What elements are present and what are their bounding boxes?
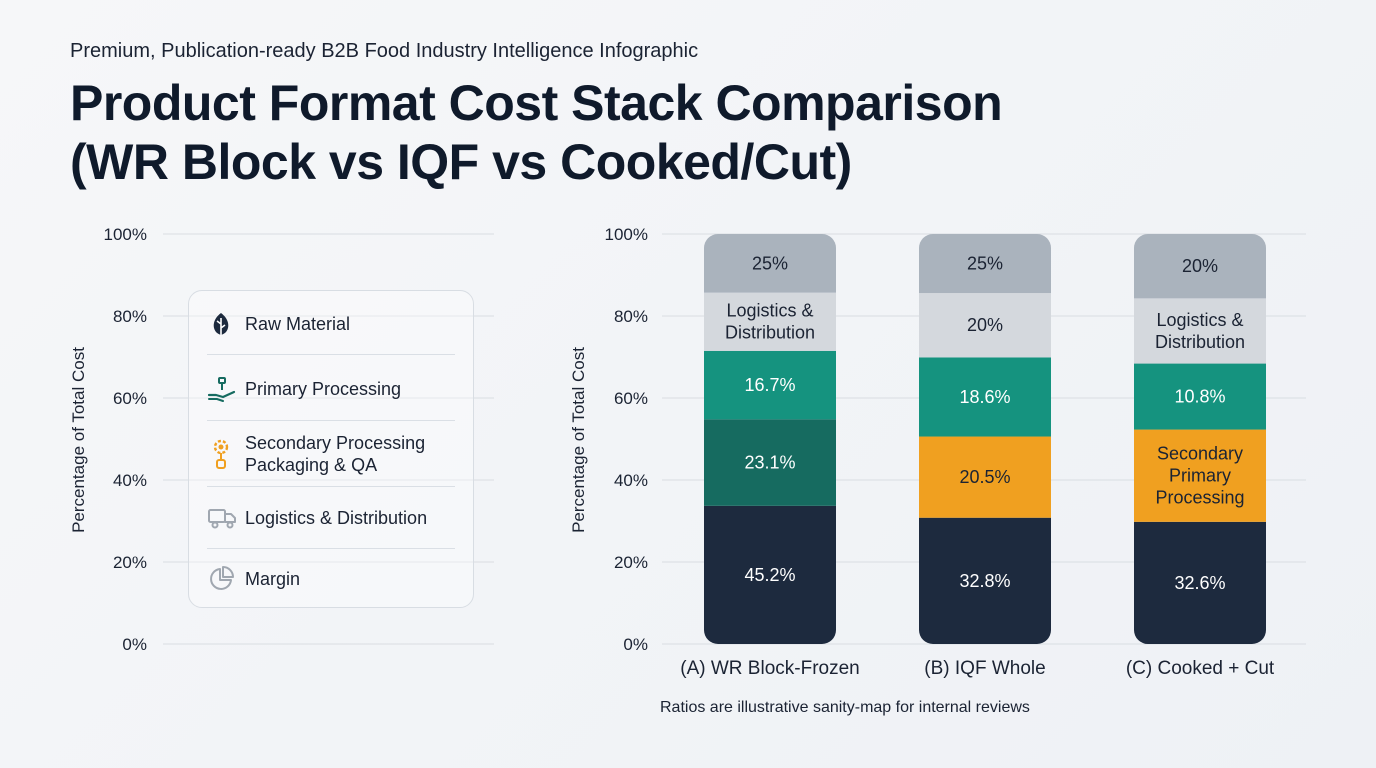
legend-item-raw-material: Raw Material — [207, 309, 455, 339]
bar-segment-label: 25% — [752, 253, 788, 273]
stacked-bar — [919, 234, 1051, 644]
bar-segment-label: 32.6% — [1174, 573, 1225, 593]
bar-segment-label: 10.8% — [1174, 387, 1225, 407]
left-y-tick-label: 80% — [113, 307, 147, 326]
bar-segment — [1134, 429, 1266, 522]
bar-segment — [704, 505, 836, 644]
legend-item-secondary-processing: Secondary Processing Packaging & QA — [207, 431, 455, 477]
legend-label-primary-processing: Primary Processing — [245, 379, 402, 399]
bar-segment-label: 20.5% — [959, 467, 1010, 487]
bar-segment — [919, 357, 1051, 437]
legend-panel: Raw Material Primary Processing Secondar… — [188, 290, 474, 608]
chart-title-line-1: Product Format Cost Stack Comparison — [70, 75, 1003, 131]
legend-label-secondary-line1: Secondary Processing — [245, 433, 426, 453]
x-category-label: (C) Cooked + Cut — [1126, 658, 1275, 679]
bar-segment — [704, 419, 836, 506]
stacked-bar — [704, 234, 836, 644]
bar-segment — [704, 234, 836, 293]
bar-segment — [1134, 363, 1266, 430]
legend-item-logistics: Logistics & Distribution — [207, 503, 455, 533]
hand-processing-icon — [207, 375, 245, 403]
chart-title-line-2: (WR Block vs IQF vs Cooked/Cut) — [70, 134, 852, 190]
legend-label-secondary-processing: Secondary Processing Packaging & QA — [245, 432, 425, 476]
bar-segment-label: Logistics & Distribution — [725, 301, 815, 343]
bar-segment-label: 16.7% — [744, 375, 795, 395]
bar-segment — [1134, 298, 1266, 364]
bar-segment-label: 20% — [967, 315, 1003, 335]
legend-divider — [207, 420, 455, 421]
left-y-tick-label: 0% — [122, 635, 147, 654]
bar-segment-label: 20% — [1182, 256, 1218, 276]
bar-segment — [1134, 521, 1266, 644]
bar-segment-label: Secondary Primary Processing — [1155, 444, 1244, 508]
chart-title: Product Format Cost Stack Comparison (WR… — [70, 74, 1003, 192]
bar-segment-label: 32.8% — [959, 571, 1010, 591]
chart-supertitle: Premium, Publication-ready B2B Food Indu… — [70, 40, 699, 62]
x-category-label: (A) WR Block-Frozen — [680, 658, 859, 679]
bar-segment — [704, 350, 836, 420]
legend-divider — [207, 354, 455, 355]
legend-divider — [207, 486, 455, 487]
y-tick-label: 100% — [605, 225, 648, 244]
gear-icon — [207, 436, 245, 472]
legend-divider — [207, 548, 455, 549]
bar-segment-label: 45.2% — [744, 565, 795, 585]
left-y-tick-label: 100% — [104, 225, 147, 244]
y-tick-label: 40% — [614, 471, 648, 490]
y-tick-label: 0% — [623, 635, 648, 654]
legend-label-margin: Margin — [245, 569, 301, 589]
bar-segment — [919, 234, 1051, 294]
left-y-tick-label: 40% — [113, 471, 147, 490]
bar-segment — [919, 436, 1051, 518]
legend-item-margin: Margin — [207, 564, 455, 594]
bar-segment — [919, 517, 1051, 644]
bar-segment — [1134, 234, 1266, 299]
bar-segment — [704, 292, 836, 351]
y-tick-label: 80% — [614, 307, 648, 326]
bar-segment-label: 23.1% — [744, 453, 795, 473]
x-category-label: (B) IQF Whole — [924, 658, 1045, 679]
truck-icon — [207, 506, 245, 530]
legend-label-secondary-line2: Packaging & QA — [245, 455, 378, 475]
stacked-bar — [1134, 234, 1266, 644]
bar-segment — [919, 293, 1051, 358]
legend-item-primary-processing: Primary Processing — [207, 373, 455, 405]
legend-label-logistics: Logistics & Distribution — [245, 508, 428, 528]
bar-segment-label: Logistics & Distribution — [1155, 310, 1245, 352]
bar-segment-label: 25% — [967, 254, 1003, 274]
left-y-tick-label: 20% — [113, 553, 147, 572]
pie-icon — [207, 565, 245, 593]
y-tick-label: 20% — [614, 553, 648, 572]
left-y-tick-label: 60% — [113, 389, 147, 408]
y-tick-label: 60% — [614, 389, 648, 408]
chart-footnote: Ratios are illustrative sanity-map for i… — [660, 699, 1030, 716]
bar-segment-label: 18.6% — [959, 387, 1010, 407]
legend-label-raw-material: Raw Material — [245, 314, 351, 334]
leaf-icon — [207, 310, 245, 338]
